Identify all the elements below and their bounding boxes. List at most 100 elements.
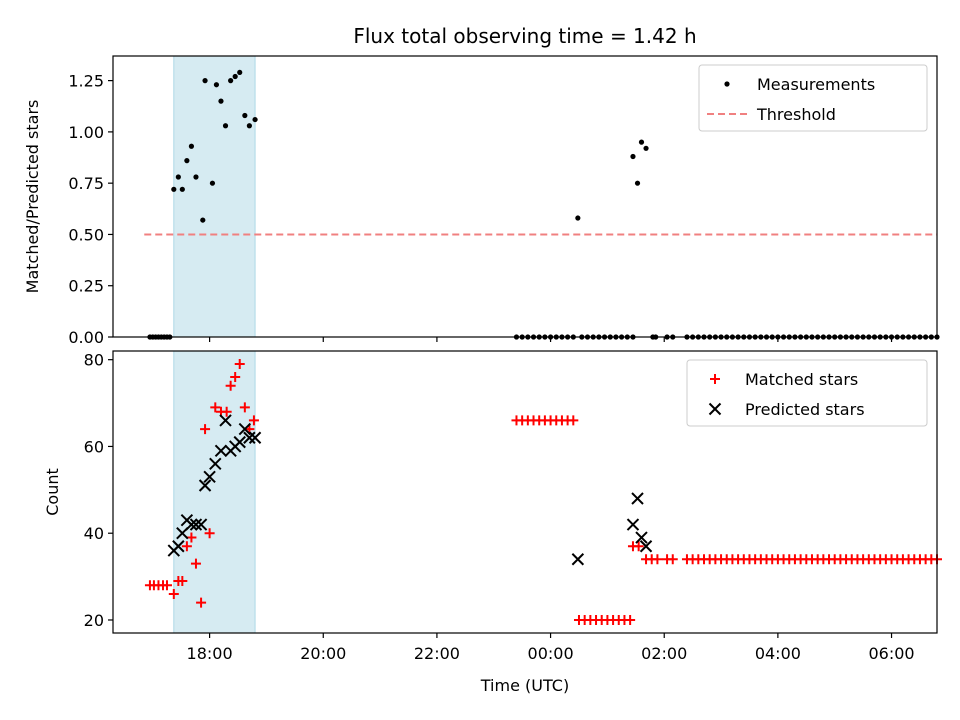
matched-star-point — [221, 406, 232, 417]
predicted-star-point — [626, 518, 640, 531]
measurement-point — [246, 123, 252, 129]
measurement-point — [242, 112, 248, 119]
matched-star-point — [248, 415, 259, 426]
top-panel: 0.00 0.25 0.50 0.75 1.00 1.25 Matched/Predicte… — [23, 55, 940, 347]
matched-star-point — [177, 575, 188, 586]
legend-label: Predicted stars — [745, 400, 865, 419]
matched-star-point — [204, 528, 215, 539]
legend-box — [686, 359, 928, 427]
measurement-point — [222, 123, 229, 129]
matched-star-point — [210, 402, 221, 413]
y-tick-label: 80 — [84, 351, 104, 370]
matched-star-point — [625, 614, 636, 625]
y-tick-label: 60 — [84, 437, 104, 456]
y-axis-label: Count — [43, 468, 62, 516]
measurement-point — [643, 145, 649, 151]
measurement-point — [179, 186, 185, 192]
x-tick-label: 22:00 — [414, 644, 460, 663]
x-axis-label: Time (UTC) — [480, 676, 569, 695]
predicted-star-point — [233, 435, 246, 449]
measurement-point — [232, 73, 238, 80]
series-predicted-stars — [167, 414, 653, 566]
series-matched-stars — [144, 359, 942, 625]
matched-star-point — [230, 372, 241, 383]
predicted-star-point — [194, 518, 208, 531]
predicted-star-point — [238, 422, 252, 436]
x-tick-label: 06:00 — [868, 644, 914, 663]
legend-marker-matched — [710, 374, 720, 384]
legend-label: Threshold — [756, 105, 836, 124]
legend: Matched stars Predicted stars — [686, 359, 928, 427]
predicted-star-point — [631, 492, 644, 505]
predicted-star-point — [214, 444, 228, 457]
measurement-point — [188, 143, 195, 149]
matched-star-point — [190, 558, 201, 569]
measurement-point — [193, 174, 199, 180]
matched-star-point — [225, 380, 236, 391]
axes-frame — [112, 350, 938, 634]
legend-box — [698, 64, 928, 132]
measurement-point — [630, 153, 636, 160]
y-tick-label: 0.25 — [68, 277, 104, 296]
predicted-star-point — [219, 414, 232, 427]
predicted-star-point — [185, 518, 198, 531]
measurement-point — [638, 139, 645, 145]
y-tick-label: 40 — [84, 524, 104, 543]
measurement-point — [237, 69, 243, 76]
matched-star-point — [667, 554, 678, 565]
x-tick-label: 00:00 — [528, 644, 574, 663]
predicted-star-point — [571, 553, 585, 566]
y-tick-label: 0.75 — [68, 174, 104, 193]
predicted-star-point — [243, 431, 256, 444]
y-axis-label: Matched/Predicted stars — [23, 100, 42, 294]
predicted-star-point — [248, 431, 262, 444]
predicted-star-point — [635, 531, 648, 544]
predicted-star-point — [203, 470, 216, 484]
bottom-panel: 20 40 60 80 18:00 20:00 22:00 00:00 02:00 04:00 06… — [43, 350, 942, 695]
shaded-span — [173, 350, 256, 634]
legend-label: Measurements — [757, 75, 875, 94]
matched-star-point — [181, 541, 192, 552]
y-tick-label: 1.25 — [68, 72, 104, 91]
predicted-star-point — [189, 518, 203, 531]
measurement-point — [209, 180, 216, 186]
measurement-point — [634, 180, 641, 186]
measurement-point — [228, 78, 234, 84]
measurement-point — [184, 158, 190, 164]
measurement-point — [213, 82, 220, 88]
matched-star-point — [186, 532, 197, 543]
matched-star-point — [200, 424, 211, 435]
x-tick-label: 04:00 — [755, 644, 801, 663]
chart-title: Flux total observing time = 1.42 h — [353, 24, 696, 48]
predicted-star-point — [172, 540, 185, 553]
y-tick-label: 1.00 — [68, 123, 104, 142]
shaded-span — [173, 55, 256, 338]
matched-star-point — [568, 415, 579, 426]
legend-label: Matched stars — [745, 370, 858, 389]
y-tick-label: 20 — [84, 611, 104, 630]
legend-marker-measurements — [724, 81, 730, 87]
predicted-star-point — [639, 540, 653, 553]
measurement-point — [252, 116, 258, 123]
predicted-star-point — [209, 457, 222, 471]
measurement-point — [175, 174, 181, 180]
measurement-point — [575, 215, 581, 221]
matched-star-point — [652, 554, 663, 565]
legend-marker-predicted — [708, 402, 722, 416]
predicted-star-point — [198, 479, 212, 492]
x-tick-label: 20:00 — [300, 644, 346, 663]
matched-star-point — [239, 402, 250, 413]
y-tick-label: 0.00 — [68, 328, 104, 347]
measurement-point — [171, 186, 177, 192]
matched-star-point — [234, 359, 245, 370]
matched-star-point — [168, 588, 179, 599]
matched-star-point — [633, 541, 644, 552]
measurement-point — [200, 217, 206, 223]
legend: Measurements Threshold — [698, 64, 928, 132]
measurement-point — [218, 98, 224, 104]
matched-star-point — [161, 580, 172, 591]
axes-frame — [112, 55, 938, 338]
measurement-point — [202, 78, 208, 84]
x-tick-label: 18:00 — [187, 644, 233, 663]
